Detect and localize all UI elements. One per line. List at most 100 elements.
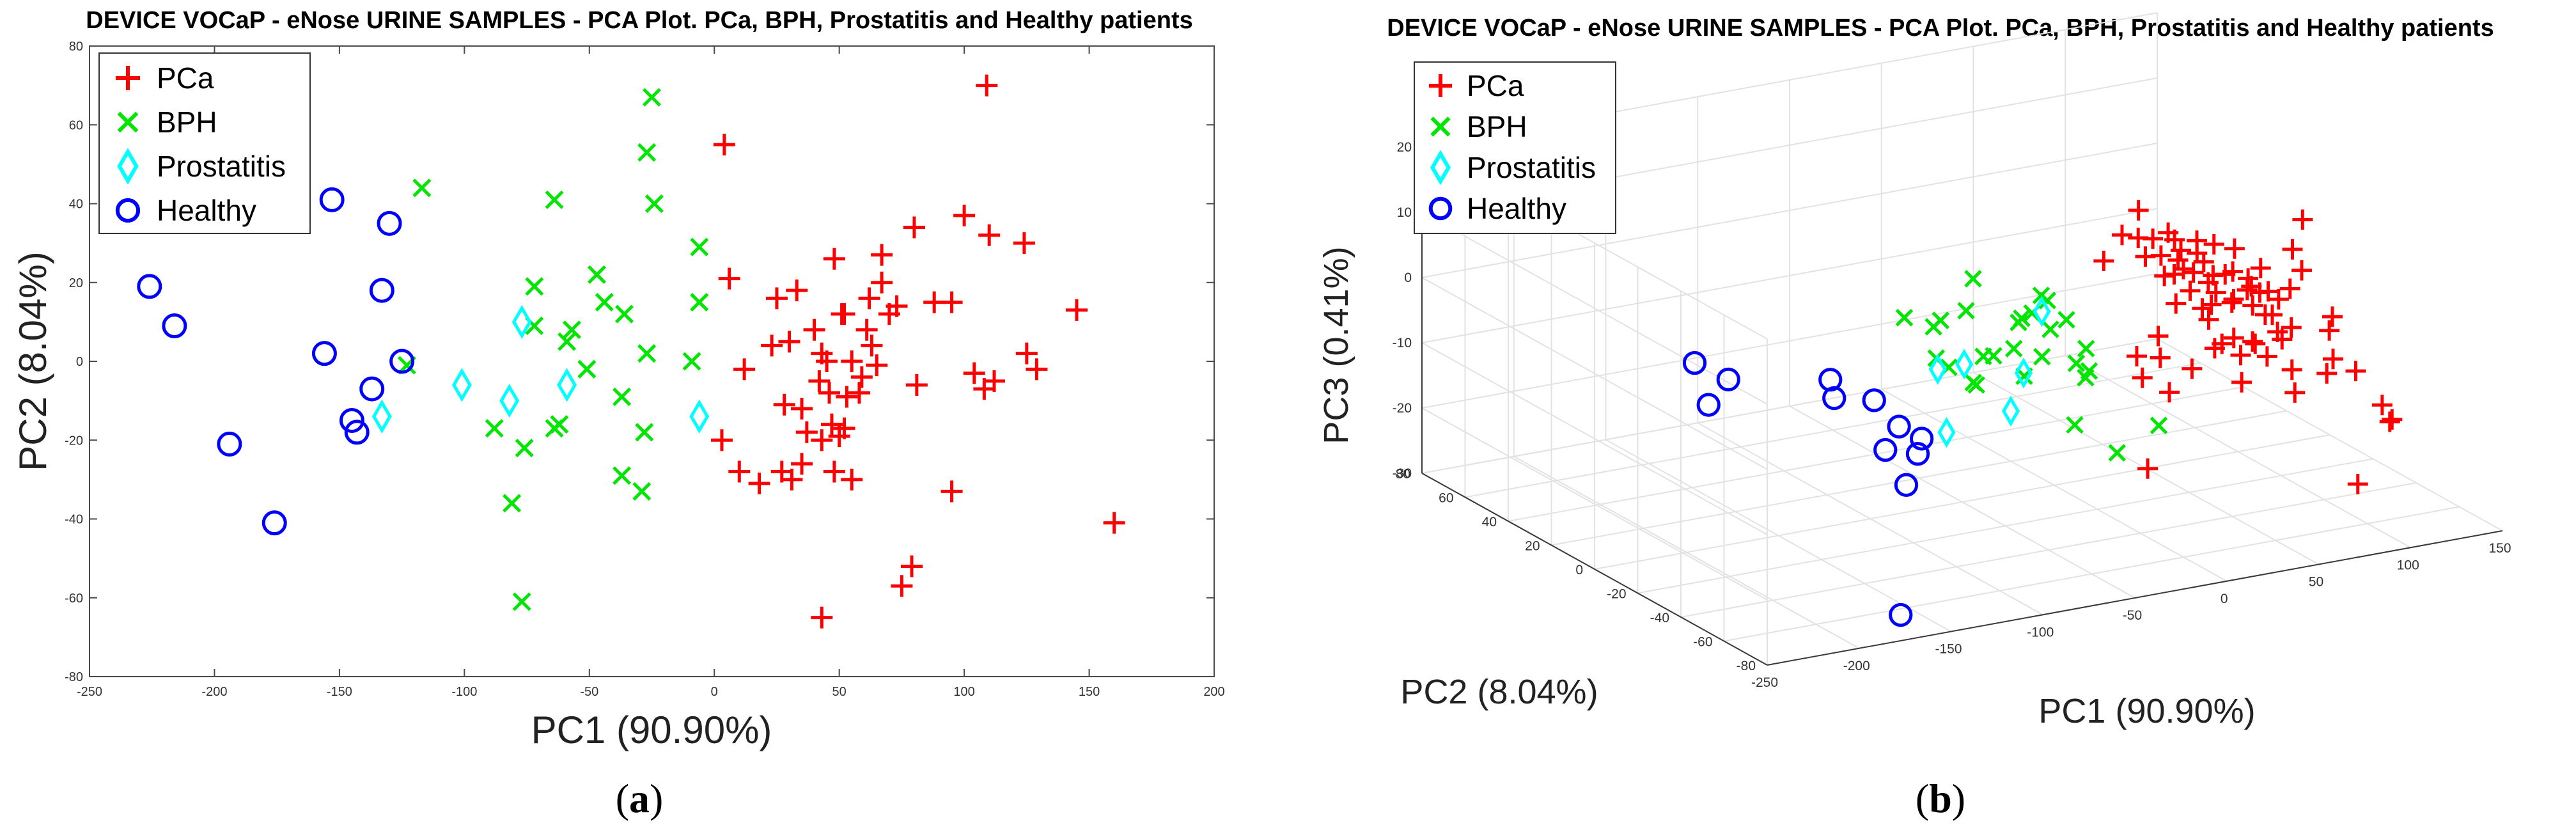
b-point-pca [2250, 258, 2271, 279]
a-x-tick-label: -150 [327, 685, 352, 699]
b-point-pca [2187, 230, 2207, 251]
b-point-pca [2182, 358, 2203, 379]
b-point-bph [1895, 308, 1914, 327]
b-point-healthy [1682, 350, 1707, 375]
a-point-bph [644, 194, 664, 214]
b-floor-grid-y [1594, 434, 2330, 570]
a-point-prostatitis [557, 368, 577, 402]
b-point-healthy [1905, 442, 1930, 466]
a-point-bph [558, 332, 577, 351]
a-point-bph [587, 265, 607, 284]
panel-b-legend-prostatitis: Prostatitis [1467, 151, 1596, 184]
b-point-pca [2291, 260, 2312, 281]
panel-b-points [1682, 200, 2403, 627]
b-point-pca [2159, 382, 2180, 403]
b-point-pca [2279, 278, 2300, 299]
a-point-pca [878, 303, 900, 326]
b-floor-grid-y [1637, 458, 2373, 594]
a-point-pca [1015, 342, 1038, 365]
a-point-pca [765, 287, 788, 310]
a-point-pca [803, 318, 825, 341]
b-point-healthy [1818, 368, 1843, 392]
a-point-healthy [339, 407, 364, 433]
b-point-pca [2171, 240, 2191, 261]
a-point-pca [901, 555, 923, 577]
a-point-pca [871, 271, 893, 294]
panel-b-ticks: -250-200-150-100-50050100150806040200-20… [1393, 140, 2511, 690]
a-x-tick-label: 100 [953, 685, 974, 699]
a-point-pca [871, 244, 893, 266]
a-point-bph [485, 419, 504, 438]
a-point-pca [976, 74, 998, 97]
b-point-pca [2137, 458, 2158, 479]
a-point-bph [642, 88, 662, 107]
a-series-healthy [137, 187, 415, 536]
a-y-tick-label: 80 [69, 40, 83, 54]
a-point-pca [816, 350, 838, 372]
b-point-pca [2128, 200, 2149, 221]
a-y-tick-label: -80 [65, 670, 83, 684]
b-y-tick-label: -20 [1607, 587, 1626, 602]
b-point-pca [2268, 288, 2289, 310]
a-point-pca [891, 575, 913, 597]
a-point-bph [503, 494, 522, 513]
b-y-tick-label: 20 [1525, 539, 1540, 554]
b-point-pca [2203, 233, 2224, 255]
a-point-pca [941, 291, 963, 313]
panel-b-x-label: PC1 (90.90%) [2038, 692, 2255, 730]
panel-a-legend-bph: BPH [157, 106, 217, 139]
b-point-bph [2150, 416, 2168, 435]
b-point-prostatitis [1928, 354, 1947, 385]
a-point-bph [637, 143, 657, 162]
a-legend-marker-prostatitis [117, 148, 139, 185]
b-z-tick-label: 20 [1397, 140, 1412, 155]
panel-a-legend-prostatitis: Prostatitis [157, 150, 286, 183]
b-y-tick-label: -80 [1737, 659, 1756, 673]
b-point-pca [2371, 395, 2393, 416]
a-point-healthy [369, 278, 394, 303]
a-point-bph [512, 592, 531, 611]
b-point-pca [2150, 347, 2171, 368]
b-floor-grid-y [1551, 410, 2287, 546]
a-point-pca [941, 480, 963, 503]
a-point-healthy [262, 510, 287, 536]
b-point-pca [2193, 251, 2214, 272]
b-series-prostatitis [1928, 295, 2051, 448]
panel-b-z-label: PC3 (0.41%) [1317, 246, 1355, 444]
a-point-pca [748, 473, 770, 495]
a-point-pca [781, 468, 803, 491]
a-y-tick-label: -60 [65, 592, 83, 606]
a-point-healthy [137, 274, 162, 299]
b-point-prostatitis [2001, 395, 2020, 427]
panel-b-3d-pca-plot: DEVICE VOCaP - eNose URINE SAMPLES - PCA… [1317, 12, 2511, 821]
a-point-pca [963, 362, 985, 384]
b-floor-grid-y [1465, 362, 2201, 498]
a-point-bph [682, 352, 701, 371]
b-back-grid-z [1421, 208, 2158, 343]
b-point-bph [2066, 416, 2084, 434]
b-point-pca [2245, 333, 2266, 354]
b-side-grid-z [1421, 277, 1768, 470]
b-point-bph [2057, 311, 2075, 329]
b-x-tick-label: -200 [1843, 659, 1870, 673]
b-point-pca [2204, 338, 2225, 359]
a-point-prostatitis [689, 399, 710, 434]
b-z-tick-label: 0 [1404, 271, 1412, 285]
b-y-axis-line [1421, 473, 1768, 666]
b-point-pca [2166, 293, 2187, 314]
b-point-bph [2108, 444, 2127, 462]
b-point-pca [2222, 261, 2244, 282]
b-point-pca [2242, 331, 2263, 352]
b-x-axis-line [1767, 530, 2503, 666]
b-point-pca [2281, 359, 2302, 381]
b-y-tick-label: -60 [1693, 635, 1712, 650]
b-point-pca [2382, 409, 2403, 430]
panel-a-x-label: PC1 (90.90%) [531, 709, 772, 751]
a-point-pca [953, 204, 976, 226]
b-point-bph [2004, 340, 2023, 357]
b-x-tick-label: -100 [2027, 625, 2054, 640]
panel-b-legend-pca: PCa [1467, 69, 1524, 102]
panel-a-x-ticks: -250 -200 -150 -100 -50 0 50 100 150 200 [77, 46, 1225, 699]
b-point-pca [2241, 276, 2262, 297]
